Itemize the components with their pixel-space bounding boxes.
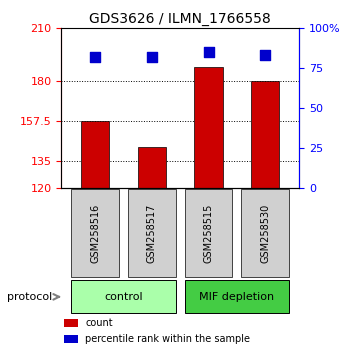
Text: GSM258516: GSM258516 <box>90 204 100 263</box>
Bar <box>81 121 109 188</box>
FancyBboxPatch shape <box>128 189 176 277</box>
Bar <box>251 81 279 188</box>
Text: MIF depletion: MIF depletion <box>199 292 274 302</box>
Text: GSM258530: GSM258530 <box>260 204 270 263</box>
Point <box>149 54 155 60</box>
Text: protocol: protocol <box>7 292 53 302</box>
FancyBboxPatch shape <box>241 189 289 277</box>
FancyBboxPatch shape <box>185 280 289 313</box>
Text: GSM258515: GSM258515 <box>204 204 214 263</box>
Bar <box>194 67 223 188</box>
Bar <box>64 319 78 327</box>
Text: count: count <box>85 318 113 328</box>
Title: GDS3626 / ILMN_1766558: GDS3626 / ILMN_1766558 <box>89 12 271 26</box>
Text: control: control <box>104 292 143 302</box>
Text: GSM258517: GSM258517 <box>147 204 157 263</box>
Bar <box>138 147 166 188</box>
FancyBboxPatch shape <box>71 189 119 277</box>
FancyBboxPatch shape <box>71 280 176 313</box>
Point <box>262 52 268 58</box>
Point <box>206 49 211 55</box>
Point <box>92 54 98 60</box>
Bar <box>64 335 78 343</box>
Text: percentile rank within the sample: percentile rank within the sample <box>85 334 250 344</box>
FancyBboxPatch shape <box>185 189 232 277</box>
